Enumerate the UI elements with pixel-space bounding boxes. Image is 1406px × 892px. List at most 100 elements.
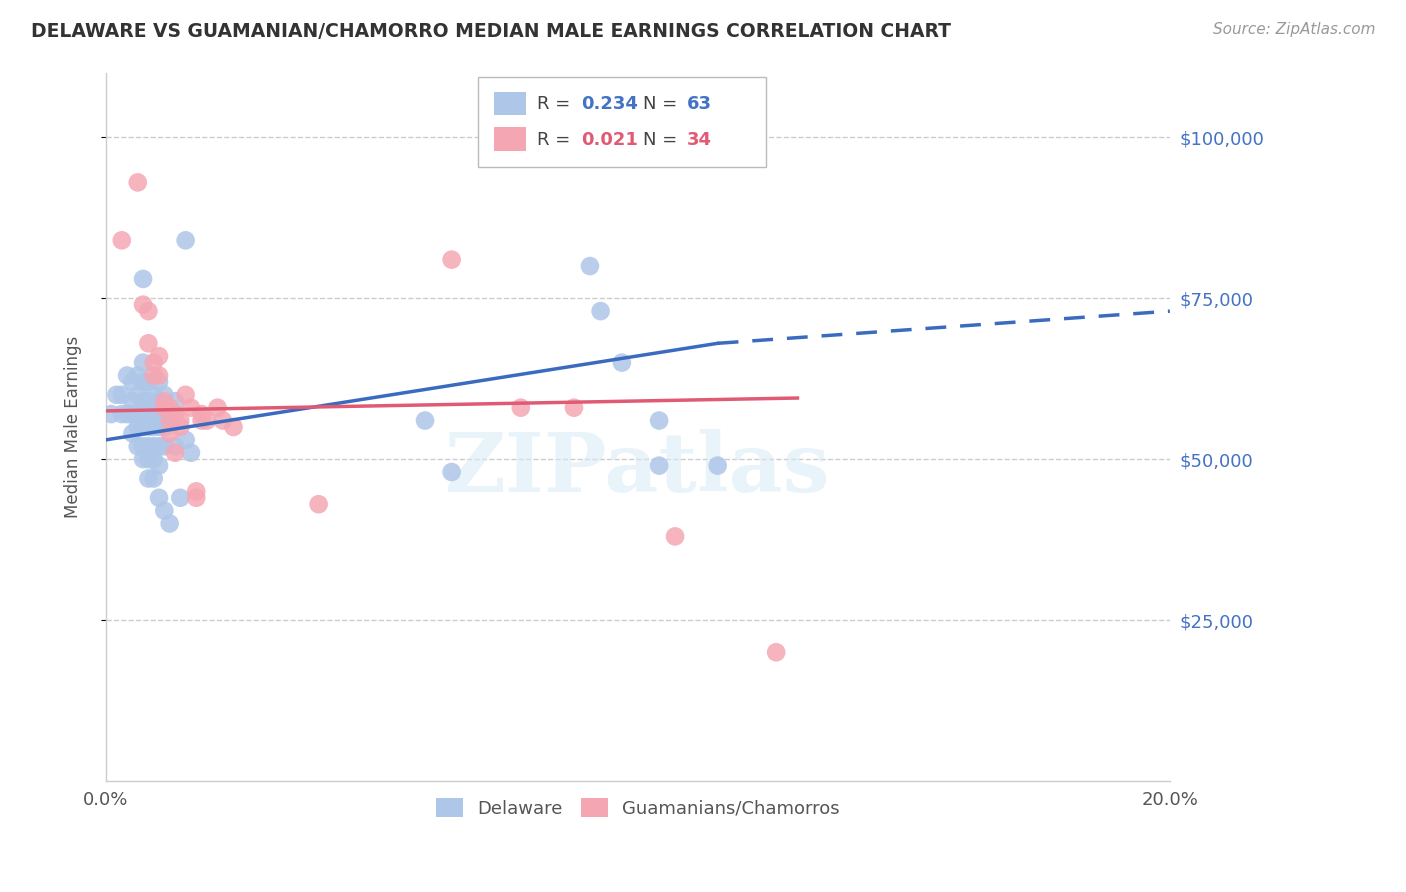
Point: [132, 394, 155, 409]
Point: [127, 420, 149, 434]
Point: [138, 394, 160, 409]
Point: [163, 394, 186, 409]
Point: [127, 439, 149, 453]
Text: 34: 34: [686, 130, 711, 149]
Text: R =: R =: [537, 95, 576, 113]
Point: [440, 465, 463, 479]
Point: [180, 401, 202, 415]
Point: [148, 368, 170, 383]
Point: [105, 388, 128, 402]
Point: [190, 413, 212, 427]
Point: [132, 439, 155, 453]
Point: [174, 388, 197, 402]
Point: [100, 407, 122, 421]
Point: [148, 349, 170, 363]
Point: [115, 407, 138, 421]
Point: [138, 439, 160, 453]
FancyBboxPatch shape: [494, 92, 526, 115]
Point: [174, 233, 197, 247]
Point: [648, 413, 671, 427]
Point: [121, 426, 143, 441]
Point: [159, 413, 181, 427]
Point: [142, 452, 165, 467]
Point: [509, 401, 531, 415]
Point: [163, 439, 186, 453]
FancyBboxPatch shape: [478, 77, 765, 167]
Point: [132, 452, 155, 467]
Point: [153, 388, 176, 402]
Point: [142, 388, 165, 402]
Point: [142, 439, 165, 453]
Point: [207, 401, 229, 415]
Point: [163, 407, 186, 421]
Point: [121, 375, 143, 389]
Point: [169, 413, 191, 427]
Point: [132, 420, 155, 434]
Point: [159, 426, 181, 441]
Point: [148, 407, 170, 421]
Point: [589, 304, 612, 318]
Point: [138, 471, 160, 485]
Point: [148, 458, 170, 473]
Point: [153, 407, 176, 421]
Point: [159, 401, 181, 415]
Point: [142, 356, 165, 370]
Text: 0.021: 0.021: [582, 130, 638, 149]
Point: [706, 458, 728, 473]
Point: [138, 336, 160, 351]
Point: [765, 645, 787, 659]
Point: [127, 175, 149, 189]
Point: [127, 388, 149, 402]
Point: [111, 233, 134, 247]
Point: [121, 394, 143, 409]
Point: [142, 471, 165, 485]
Point: [138, 304, 160, 318]
Point: [579, 259, 602, 273]
Point: [153, 439, 176, 453]
Point: [148, 375, 170, 389]
Point: [180, 446, 202, 460]
Point: [142, 407, 165, 421]
Point: [664, 529, 686, 543]
Text: 63: 63: [686, 95, 711, 113]
Point: [111, 407, 134, 421]
Point: [174, 433, 197, 447]
Text: R =: R =: [537, 130, 576, 149]
Point: [132, 375, 155, 389]
Point: [132, 407, 155, 421]
Point: [132, 356, 155, 370]
Point: [138, 375, 160, 389]
Point: [186, 491, 208, 505]
Point: [440, 252, 463, 267]
Point: [562, 401, 585, 415]
Point: [159, 516, 181, 531]
Point: [222, 420, 245, 434]
Point: [190, 407, 212, 421]
Point: [138, 407, 160, 421]
Point: [169, 420, 191, 434]
Point: [127, 368, 149, 383]
Point: [648, 458, 671, 473]
Point: [138, 452, 160, 467]
FancyBboxPatch shape: [494, 128, 526, 151]
Point: [169, 491, 191, 505]
Point: [142, 420, 165, 434]
Point: [132, 298, 155, 312]
Point: [186, 484, 208, 499]
Point: [153, 420, 176, 434]
Point: [115, 368, 138, 383]
Point: [138, 420, 160, 434]
Legend: Delaware, Guamanians/Chamorros: Delaware, Guamanians/Chamorros: [429, 791, 848, 825]
Point: [153, 394, 176, 409]
Y-axis label: Median Male Earnings: Median Male Earnings: [65, 336, 82, 518]
Point: [121, 407, 143, 421]
Point: [148, 439, 170, 453]
Text: DELAWARE VS GUAMANIAN/CHAMORRO MEDIAN MALE EARNINGS CORRELATION CHART: DELAWARE VS GUAMANIAN/CHAMORRO MEDIAN MA…: [31, 22, 950, 41]
Point: [142, 368, 165, 383]
Point: [148, 394, 170, 409]
Text: N =: N =: [643, 130, 683, 149]
Point: [153, 503, 176, 517]
Point: [148, 420, 170, 434]
Text: ZIPatlas: ZIPatlas: [446, 429, 831, 509]
Point: [413, 413, 436, 427]
